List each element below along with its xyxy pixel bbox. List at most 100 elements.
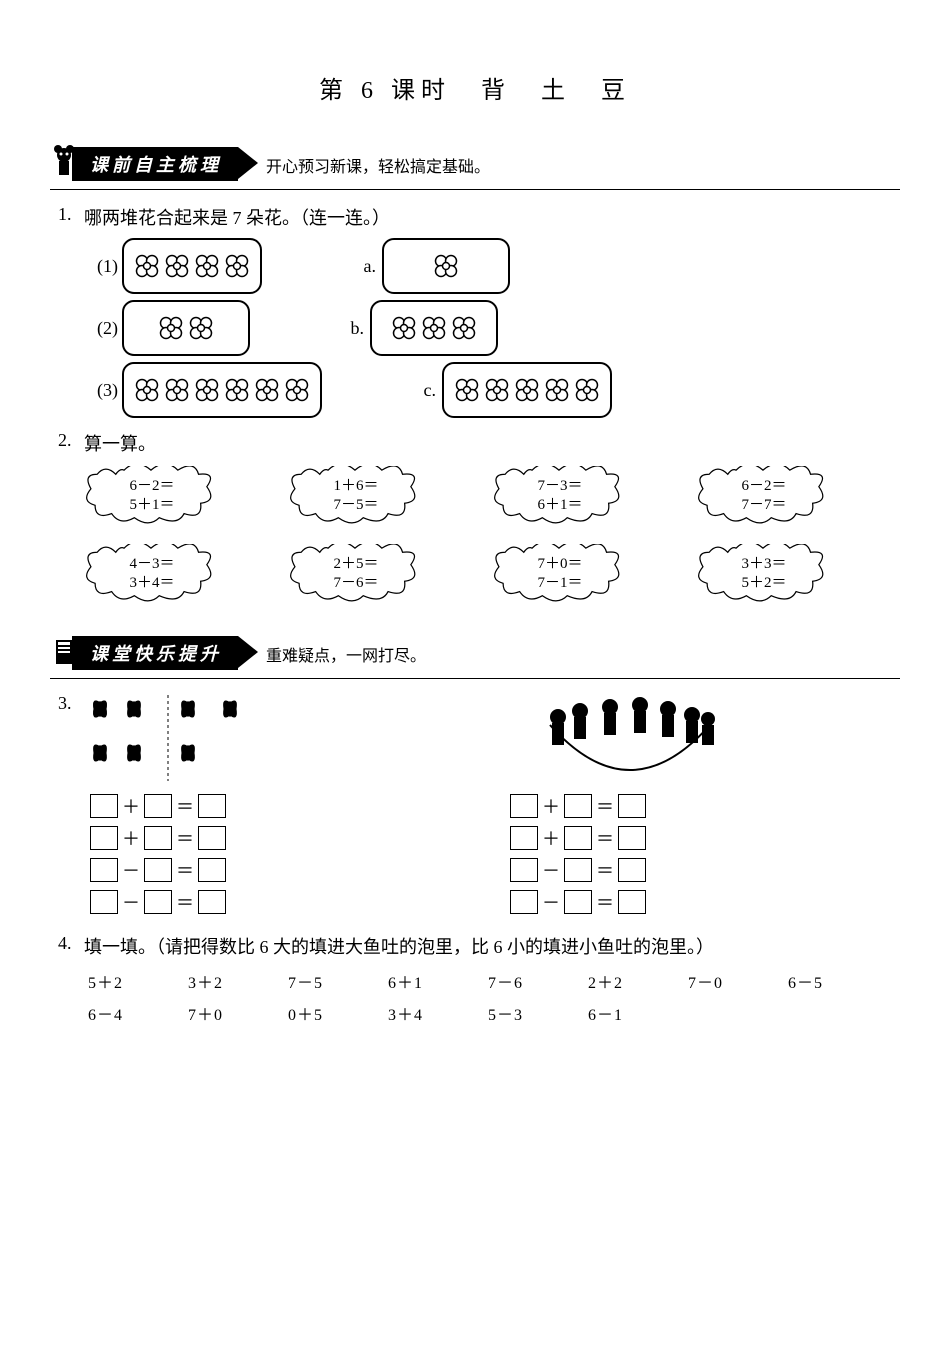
- flower-box: [122, 238, 262, 294]
- expression: 0＋5: [288, 1001, 388, 1025]
- q1-number: 1.: [58, 204, 84, 225]
- calc-line: 6－2＝: [129, 477, 174, 497]
- q3-right: ＋＝＋＝－＝－＝: [510, 693, 750, 921]
- expression: 5－3: [488, 1001, 588, 1025]
- equation-line: ＋＝: [90, 793, 330, 819]
- question-1: 1. 哪两堆花合起来是 7 朵花。（连一连。） (1) a. (2)b. (3)c.: [58, 204, 900, 418]
- calc-cloud: 3＋3＝5＋2＝: [694, 544, 834, 604]
- q4-number: 4.: [58, 933, 84, 954]
- calc-line: 6－2＝: [741, 477, 786, 497]
- flower-icon: [514, 377, 540, 403]
- banner-subtitle: 开心预习新课，轻松搞定基础。: [266, 153, 490, 181]
- match-row: (2)b.: [88, 300, 900, 356]
- equation-line: －＝: [90, 889, 330, 915]
- q2-number: 2.: [58, 430, 84, 451]
- blank-box[interactable]: [564, 890, 592, 914]
- flower-icon: [134, 253, 160, 279]
- blank-box[interactable]: [564, 826, 592, 850]
- blank-box[interactable]: [144, 858, 172, 882]
- flower-icon: [484, 377, 510, 403]
- expression: 6－5: [788, 969, 888, 993]
- blank-box[interactable]: [198, 890, 226, 914]
- blank-box[interactable]: [198, 794, 226, 818]
- flower-icon: [188, 315, 214, 341]
- blank-box[interactable]: [198, 858, 226, 882]
- flower-icon: [224, 377, 250, 403]
- flower-icon: [194, 253, 220, 279]
- children-jumprope-icon: [510, 693, 750, 783]
- calc-line: 7＋0＝: [537, 555, 582, 575]
- blank-box[interactable]: [198, 826, 226, 850]
- calc-cloud: 6－2＝5＋1＝: [82, 466, 222, 526]
- equals: ＝: [596, 793, 614, 819]
- expression: 6－4: [88, 1001, 188, 1025]
- flower-box: [370, 300, 498, 356]
- calc-line: 5＋1＝: [129, 496, 174, 516]
- equals: ＝: [596, 825, 614, 851]
- blank-box[interactable]: [618, 858, 646, 882]
- blank-box[interactable]: [144, 826, 172, 850]
- calc-line: 2＋5＝: [333, 555, 378, 575]
- equals: ＝: [176, 889, 194, 915]
- blank-box[interactable]: [510, 826, 538, 850]
- blank-box[interactable]: [618, 794, 646, 818]
- blank-box[interactable]: [564, 858, 592, 882]
- operator: －: [542, 889, 560, 915]
- question-4: 4. 填一填。（请把得数比 6 大的填进大鱼吐的泡里，比 6 小的填进小鱼吐的泡…: [58, 933, 900, 1029]
- blank-box[interactable]: [618, 890, 646, 914]
- calc-cloud: 7＋0＝7－1＝: [490, 544, 630, 604]
- q1-text: 哪两堆花合起来是 7 朵花。（连一连。）: [84, 204, 390, 230]
- blank-box[interactable]: [90, 794, 118, 818]
- operator: －: [122, 889, 140, 915]
- expression: 7－0: [688, 969, 788, 993]
- blank-box[interactable]: [618, 826, 646, 850]
- expression: 7－6: [488, 969, 588, 993]
- blank-box[interactable]: [510, 858, 538, 882]
- match-left-label: (1): [88, 256, 122, 277]
- blank-box[interactable]: [144, 890, 172, 914]
- section-banner-pre: 课前自主梳理 开心预习新课，轻松搞定基础。: [50, 145, 900, 181]
- calc-line: 7－3＝: [537, 477, 582, 497]
- expression: 7－5: [288, 969, 388, 993]
- calc-line: 5＋2＝: [741, 574, 786, 594]
- operator: ＋: [122, 793, 140, 819]
- blank-box[interactable]: [90, 858, 118, 882]
- flower-box: [122, 300, 250, 356]
- expression: 3＋2: [188, 969, 288, 993]
- calc-cloud: 2＋5＝7－6＝: [286, 544, 426, 604]
- equals: ＝: [176, 857, 194, 883]
- match-row: (3)c.: [88, 362, 900, 418]
- flower-icon: [544, 377, 570, 403]
- match-left-label: (2): [88, 318, 122, 339]
- flower-icon: [254, 377, 280, 403]
- flower-icon: [224, 253, 250, 279]
- calc-line: 1＋6＝: [333, 477, 378, 497]
- expression: 7＋0: [188, 1001, 288, 1025]
- equation-line: ＋＝: [510, 793, 750, 819]
- flower-icon: [451, 315, 477, 341]
- operator: ＋: [542, 793, 560, 819]
- operator: ＋: [542, 825, 560, 851]
- expression: 6－1: [588, 1001, 688, 1025]
- match-right-label: a.: [352, 256, 382, 277]
- match-row: (1) a.: [88, 238, 900, 294]
- calc-line: 3＋4＝: [129, 574, 174, 594]
- flower-box: [442, 362, 612, 418]
- blank-box[interactable]: [564, 794, 592, 818]
- banner-label: 课堂快乐提升: [72, 636, 238, 670]
- flower-icon: [421, 315, 447, 341]
- calc-line: 7－6＝: [333, 574, 378, 594]
- blank-box[interactable]: [90, 826, 118, 850]
- calc-line: 7－5＝: [333, 496, 378, 516]
- flower-icon: [164, 377, 190, 403]
- match-right-label: c.: [412, 380, 442, 401]
- blank-box[interactable]: [90, 890, 118, 914]
- q2-text: 算一算。: [84, 430, 156, 456]
- equation-line: ＋＝: [90, 825, 330, 851]
- operator: －: [122, 857, 140, 883]
- blank-box[interactable]: [510, 890, 538, 914]
- divider: [50, 678, 900, 679]
- blank-box[interactable]: [144, 794, 172, 818]
- equals: ＝: [176, 793, 194, 819]
- blank-box[interactable]: [510, 794, 538, 818]
